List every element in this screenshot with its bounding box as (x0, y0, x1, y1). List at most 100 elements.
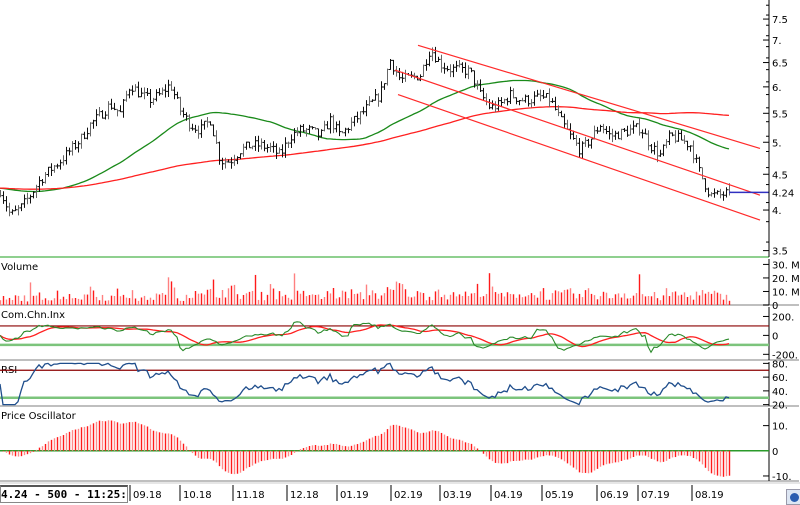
price-bar (512, 88, 515, 99)
price-bar (257, 135, 260, 152)
price-bar (491, 100, 494, 110)
price-bar (317, 128, 320, 141)
price-bar (668, 130, 671, 145)
price-bar (467, 65, 470, 80)
price-bar (50, 163, 53, 176)
price-bar (392, 59, 395, 75)
trend-channel-line (417, 44, 761, 149)
price-bar (692, 140, 695, 164)
price-bar (14, 205, 17, 212)
price-bar (251, 145, 254, 150)
price-tick-label: 4.5 (772, 170, 788, 181)
price-bar (428, 51, 431, 67)
price-bar (488, 99, 491, 110)
price-bar (347, 127, 350, 134)
price-bar (713, 188, 716, 198)
cci-tick-label: 200. (772, 312, 794, 323)
price-bar (398, 68, 401, 81)
price-bar (101, 110, 104, 119)
price-bar (155, 89, 158, 102)
price_oscillator-tick-label: -10. (772, 472, 792, 483)
price-bar (680, 130, 683, 141)
price-bar (110, 98, 113, 110)
price-bar (338, 120, 341, 137)
price-bar (161, 87, 164, 95)
price-bar (218, 141, 221, 165)
price-bar (335, 121, 338, 133)
price-bar (626, 125, 629, 137)
price-bar (476, 80, 479, 90)
price-bar (152, 97, 155, 105)
price-bar (374, 89, 377, 101)
price-bar (377, 93, 380, 107)
price-bar (8, 202, 11, 217)
price-bar (344, 127, 347, 137)
price-bar (89, 122, 92, 137)
price-bar (284, 137, 287, 158)
price-bar (656, 140, 659, 163)
price-bar (59, 159, 62, 170)
price-bar (140, 87, 143, 98)
price-bar (665, 139, 668, 149)
price-bar (473, 70, 476, 88)
price-bar (17, 205, 20, 216)
price-bar (254, 136, 257, 151)
moving-average-150 (0, 106, 730, 190)
price-bar (653, 142, 656, 155)
price-bar (149, 89, 152, 108)
price-bar (107, 101, 110, 120)
price-bar (380, 81, 383, 103)
price-bar (608, 126, 611, 140)
price-tick-label: 6.5 (772, 59, 788, 70)
price-bar (212, 124, 215, 137)
time-tick-label: 10.18 (183, 490, 212, 501)
price-bar (689, 145, 692, 152)
price-bar (77, 141, 80, 153)
price-bar (353, 115, 356, 127)
price-bar (323, 120, 326, 132)
price-bar (329, 113, 332, 134)
price-bar (173, 86, 176, 100)
price-bar (230, 157, 233, 169)
price-bar (722, 191, 725, 201)
last-price-label: 4.24 (772, 188, 794, 199)
price-bar (266, 144, 269, 153)
time-tick-label: 08.19 (695, 490, 724, 501)
price-bar (539, 89, 542, 102)
price-bar (194, 124, 197, 133)
price-bar (95, 109, 98, 127)
price-bar (71, 141, 74, 156)
volume-tick-label: 30. M (772, 260, 800, 271)
price-bar (542, 90, 545, 99)
cci-signal-line (0, 324, 730, 348)
price-bar (527, 95, 530, 107)
price-bar (104, 111, 107, 120)
price-bar (272, 141, 275, 153)
time-tick-label: 11.18 (236, 490, 265, 501)
price-bar (359, 111, 362, 125)
price-bar (434, 46, 437, 63)
price-bar (116, 108, 119, 117)
price-bar (677, 130, 680, 142)
price-bar (23, 194, 26, 208)
price-bar (725, 187, 728, 198)
price-bar (134, 84, 137, 92)
time-tick-label: 02.19 (394, 490, 423, 501)
price_oscillator-tick-label: 0 (772, 447, 778, 458)
price-bar (224, 157, 227, 169)
price-bar (20, 203, 23, 212)
price-bar (5, 196, 8, 212)
price-bar (215, 130, 218, 144)
price-bar (0, 190, 2, 198)
price-bar (449, 64, 452, 78)
price-bar (521, 97, 524, 102)
price-bar (566, 119, 569, 130)
price-bar (197, 125, 200, 139)
price-bar (299, 124, 302, 137)
price-bar (551, 98, 554, 103)
price-bar (296, 127, 299, 137)
price-bar (437, 56, 440, 62)
price-bar (479, 79, 482, 92)
price-bar (182, 107, 185, 118)
